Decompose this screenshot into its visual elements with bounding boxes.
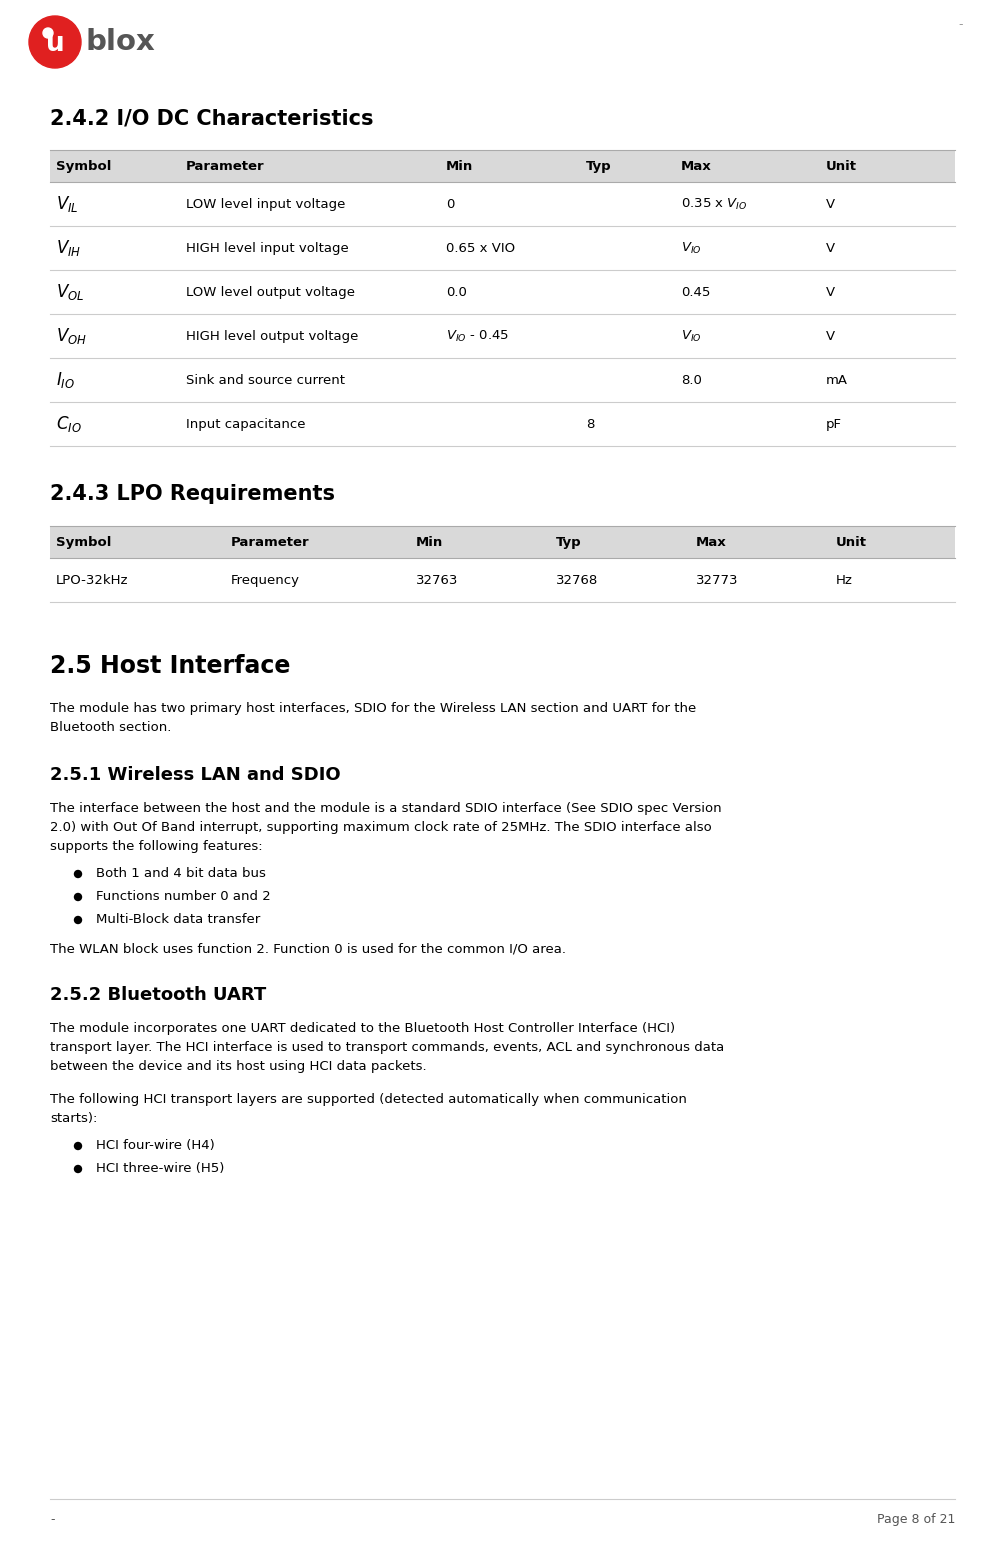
Text: The following HCI transport layers are supported (detected automatically when co: The following HCI transport layers are s… <box>50 1094 686 1106</box>
Text: $V_{OL}$: $V_{OL}$ <box>56 282 84 302</box>
Text: Both 1 and 4 bit data bus: Both 1 and 4 bit data bus <box>96 867 266 880</box>
Text: HCI three-wire (H5): HCI three-wire (H5) <box>96 1162 224 1176</box>
Text: LOW level input voltage: LOW level input voltage <box>185 198 345 211</box>
Circle shape <box>43 28 53 39</box>
Text: Sink and source current: Sink and source current <box>185 373 345 387</box>
Bar <box>50 403 954 446</box>
Text: Typ: Typ <box>585 160 611 172</box>
Bar <box>50 150 954 181</box>
Text: LPO-32kHz: LPO-32kHz <box>56 573 128 587</box>
Text: $V_{IO}$ - 0.45: $V_{IO}$ - 0.45 <box>446 328 509 344</box>
Circle shape <box>74 894 81 900</box>
Circle shape <box>74 1143 81 1149</box>
Text: 0.35 x $V_{IO}$: 0.35 x $V_{IO}$ <box>680 197 746 212</box>
Text: 2.0) with Out Of Band interrupt, supporting maximum clock rate of 25MHz. The SDI: 2.0) with Out Of Band interrupt, support… <box>50 821 711 833</box>
Text: mA: mA <box>826 373 847 387</box>
Text: $C_{IO}$: $C_{IO}$ <box>56 414 81 434</box>
Text: Parameter: Parameter <box>230 536 310 548</box>
Text: blox: blox <box>86 28 155 56</box>
Text: Max: Max <box>695 536 726 548</box>
Text: pF: pF <box>826 418 841 431</box>
Circle shape <box>74 917 81 923</box>
Bar <box>50 226 954 270</box>
Text: V: V <box>826 198 835 211</box>
Bar <box>50 358 954 403</box>
Text: Page 8 of 21: Page 8 of 21 <box>876 1513 954 1526</box>
Circle shape <box>29 15 81 68</box>
Text: Functions number 0 and 2: Functions number 0 and 2 <box>96 891 271 903</box>
Text: Parameter: Parameter <box>185 160 265 172</box>
Text: 0.65 x VIO: 0.65 x VIO <box>446 242 515 254</box>
Text: $V_{IO}$: $V_{IO}$ <box>680 328 701 344</box>
Text: V: V <box>826 242 835 254</box>
Text: HIGH level input voltage: HIGH level input voltage <box>185 242 349 254</box>
Text: 8: 8 <box>585 418 594 431</box>
Text: between the device and its host using HCI data packets.: between the device and its host using HC… <box>50 1060 426 1073</box>
Text: 32768: 32768 <box>555 573 597 587</box>
Text: The module incorporates one UART dedicated to the Bluetooth Host Controller Inte: The module incorporates one UART dedicat… <box>50 1022 674 1035</box>
Text: Multi-Block data transfer: Multi-Block data transfer <box>96 912 260 926</box>
Text: Min: Min <box>446 160 473 172</box>
Bar <box>50 270 954 314</box>
Text: u: u <box>45 31 64 57</box>
Text: 8.0: 8.0 <box>680 373 701 387</box>
Text: 32763: 32763 <box>416 573 458 587</box>
Text: 2.4.2 I/O DC Characteristics: 2.4.2 I/O DC Characteristics <box>50 108 373 129</box>
Text: Frequency: Frequency <box>230 573 300 587</box>
Bar <box>50 527 954 558</box>
Text: The interface between the host and the module is a standard SDIO interface (See : The interface between the host and the m… <box>50 802 720 815</box>
Text: 2.5.1 Wireless LAN and SDIO: 2.5.1 Wireless LAN and SDIO <box>50 767 341 784</box>
Text: $V_{OH}$: $V_{OH}$ <box>56 325 87 345</box>
Text: 0.45: 0.45 <box>680 285 709 299</box>
Bar <box>50 558 954 603</box>
Text: 32773: 32773 <box>695 573 737 587</box>
Text: HCI four-wire (H4): HCI four-wire (H4) <box>96 1139 214 1152</box>
Text: $V_{IL}$: $V_{IL}$ <box>56 194 78 214</box>
Text: 0: 0 <box>446 198 454 211</box>
Circle shape <box>74 871 81 877</box>
Text: $V_{IO}$: $V_{IO}$ <box>680 240 701 256</box>
Text: $V_{IH}$: $V_{IH}$ <box>56 239 81 259</box>
Text: V: V <box>826 330 835 342</box>
Text: 2.4.3 LPO Requirements: 2.4.3 LPO Requirements <box>50 483 335 503</box>
Text: Symbol: Symbol <box>56 160 111 172</box>
Bar <box>50 181 954 226</box>
Text: Unit: Unit <box>826 160 856 172</box>
Text: 0.0: 0.0 <box>446 285 466 299</box>
Text: Min: Min <box>416 536 443 548</box>
Text: $I_{IO}$: $I_{IO}$ <box>56 370 75 390</box>
Bar <box>50 314 954 358</box>
Text: 2.5 Host Interface: 2.5 Host Interface <box>50 654 291 678</box>
Circle shape <box>74 1165 81 1173</box>
Text: Typ: Typ <box>555 536 581 548</box>
Text: Hz: Hz <box>835 573 852 587</box>
Text: V: V <box>826 285 835 299</box>
Text: supports the following features:: supports the following features: <box>50 840 263 853</box>
Text: 2.5.2 Bluetooth UART: 2.5.2 Bluetooth UART <box>50 987 266 1004</box>
Text: LOW level output voltage: LOW level output voltage <box>185 285 355 299</box>
Text: Input capacitance: Input capacitance <box>185 418 306 431</box>
Text: The module has two primary host interfaces, SDIO for the Wireless LAN section an: The module has two primary host interfac… <box>50 702 695 716</box>
Text: transport layer. The HCI interface is used to transport commands, events, ACL an: transport layer. The HCI interface is us… <box>50 1041 723 1053</box>
Text: HIGH level output voltage: HIGH level output voltage <box>185 330 358 342</box>
Text: Bluetooth section.: Bluetooth section. <box>50 720 171 734</box>
Text: starts):: starts): <box>50 1112 97 1125</box>
Text: -: - <box>958 19 962 31</box>
Text: -: - <box>50 1513 54 1526</box>
Text: Symbol: Symbol <box>56 536 111 548</box>
Text: Max: Max <box>680 160 711 172</box>
Text: The WLAN block uses function 2. Function 0 is used for the common I/O area.: The WLAN block uses function 2. Function… <box>50 942 565 956</box>
Text: Unit: Unit <box>835 536 866 548</box>
